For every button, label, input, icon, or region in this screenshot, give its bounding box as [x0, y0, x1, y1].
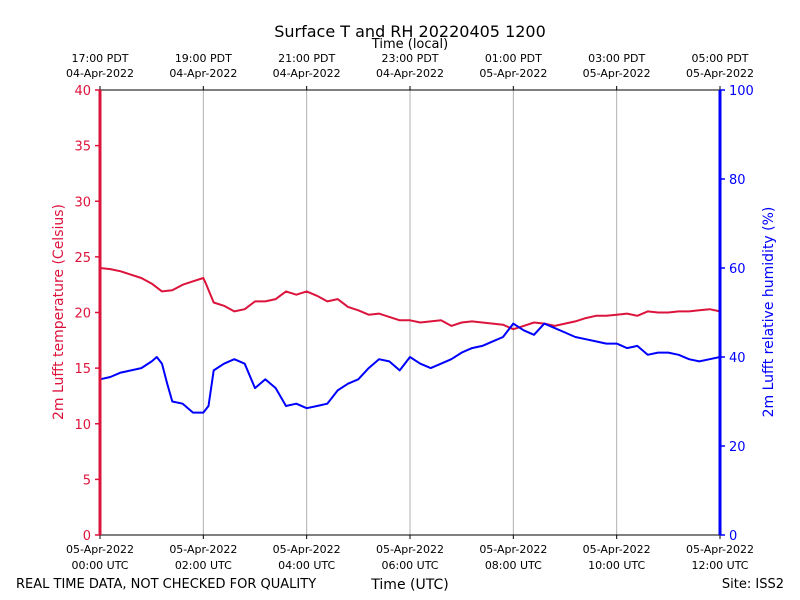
y-left-tick-label: 35: [74, 140, 91, 155]
x-tick-label-date: 05-Apr-2022: [583, 543, 651, 556]
top-tick-label-date: 04-Apr-2022: [169, 67, 237, 80]
y-axis-left-label: 2m Lufft temperature (Celsius): [51, 204, 67, 420]
y-left-tick-label: 20: [74, 307, 91, 322]
y-right-tick-label: 100: [729, 84, 754, 99]
y-left-tick-label: 10: [74, 418, 91, 433]
ticks: 05-Apr-2022 00:00 UTC 05-Apr-2022 02:00 UTC…: [66, 52, 754, 572]
site-label: Site: ISS2: [722, 577, 784, 592]
top-tick-label-date: 05-Apr-2022: [583, 67, 651, 80]
x-axis-label: Time (UTC): [370, 577, 448, 593]
top-tick-label-date: 05-Apr-2022: [686, 67, 754, 80]
top-tick-label-time: 01:00 PDT: [485, 52, 542, 65]
quality-disclaimer: REAL TIME DATA, NOT CHECKED FOR QUALITY: [16, 577, 316, 592]
top-tick-label-date: 04-Apr-2022: [66, 67, 134, 80]
top-tick-label-time: 05:00 PDT: [691, 52, 748, 65]
x-tick-label-time: 10:00 UTC: [588, 559, 645, 572]
x-tick-label-date: 05-Apr-2022: [169, 543, 237, 556]
y-left-tick-label: 25: [74, 251, 91, 266]
top-tick-label-date: 04-Apr-2022: [273, 67, 341, 80]
y-left-tick-label: 30: [74, 195, 91, 210]
y-right-tick-label: 0: [729, 529, 737, 544]
y-left-tick-label: 40: [74, 84, 91, 99]
series-group: [99, 267, 721, 414]
top-tick-label-time: 23:00 PDT: [381, 52, 438, 65]
y-right-tick-label: 20: [729, 440, 746, 455]
chart-title: Surface T and RH 20220405 1200: [274, 22, 546, 41]
top-tick-label-date: 05-Apr-2022: [479, 67, 547, 80]
y-right-tick-label: 40: [729, 351, 746, 366]
x-tick-label-date: 05-Apr-2022: [479, 543, 547, 556]
x-tick-label-time: 06:00 UTC: [381, 559, 438, 572]
x-tick-label-time: 02:00 UTC: [175, 559, 232, 572]
grid: [202, 90, 618, 535]
x-tick-label-date: 05-Apr-2022: [273, 543, 341, 556]
x-tick-label-date: 05-Apr-2022: [686, 543, 754, 556]
x-tick-label-time: 12:00 UTC: [691, 559, 748, 572]
x-tick-label-time: 04:00 UTC: [278, 559, 335, 572]
y-left-tick-label: 5: [83, 473, 91, 488]
top-tick-label-date: 04-Apr-2022: [376, 67, 444, 80]
y-left-tick-label: 15: [74, 362, 91, 377]
x-tick-label-date: 05-Apr-2022: [376, 543, 444, 556]
x-tick-label-time: 00:00 UTC: [71, 559, 128, 572]
top-axis-label: Time (local): [371, 37, 448, 52]
top-tick-label-time: 17:00 PDT: [71, 52, 128, 65]
x-tick-label-time: 08:00 UTC: [485, 559, 542, 572]
top-tick-label-time: 03:00 PDT: [588, 52, 645, 65]
y-axis-right-label: 2m Lufft relative humidity (%): [761, 207, 777, 418]
humidity-series-line: [99, 322, 721, 414]
y-left-tick-label: 0: [83, 529, 91, 544]
top-tick-label-time: 19:00 PDT: [175, 52, 232, 65]
x-tick-label-date: 05-Apr-2022: [66, 543, 134, 556]
y-right-tick-label: 60: [729, 262, 746, 277]
top-tick-label-time: 21:00 PDT: [278, 52, 335, 65]
temperature-series-line: [99, 267, 721, 331]
y-right-tick-label: 80: [729, 173, 746, 188]
